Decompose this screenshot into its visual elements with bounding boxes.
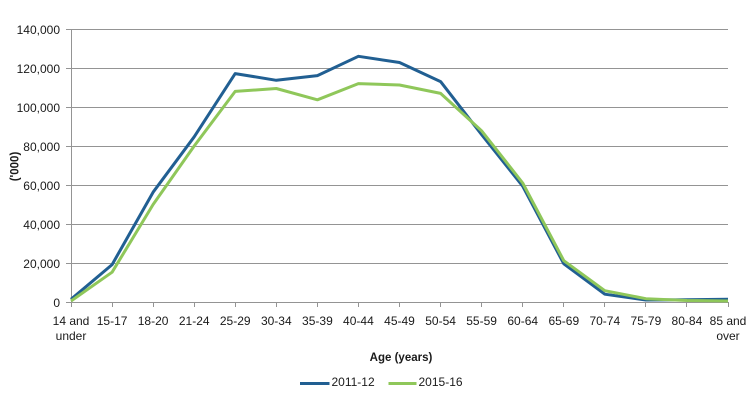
svg-text:100,000: 100,000 xyxy=(17,101,61,115)
svg-text:Age (years): Age (years) xyxy=(370,352,433,364)
svg-text:80-84: 80-84 xyxy=(672,314,703,328)
svg-text:40,000: 40,000 xyxy=(23,218,60,232)
svg-text:45-49: 45-49 xyxy=(384,314,415,328)
svg-text:50-54: 50-54 xyxy=(425,314,456,328)
svg-text:120,000: 120,000 xyxy=(17,62,61,76)
svg-text:('000): ('000) xyxy=(10,152,22,182)
svg-text:75-79: 75-79 xyxy=(631,314,662,328)
svg-text:65-69: 65-69 xyxy=(548,314,579,328)
svg-text:80,000: 80,000 xyxy=(23,140,60,154)
svg-text:55-59: 55-59 xyxy=(466,314,497,328)
svg-text:25-29: 25-29 xyxy=(220,314,251,328)
svg-text:2015-16: 2015-16 xyxy=(419,375,463,389)
svg-text:0: 0 xyxy=(53,296,60,310)
svg-text:60,000: 60,000 xyxy=(23,179,60,193)
svg-text:18-20: 18-20 xyxy=(138,314,169,328)
svg-text:30-34: 30-34 xyxy=(261,314,292,328)
svg-text:20,000: 20,000 xyxy=(23,257,60,271)
svg-text:70-74: 70-74 xyxy=(589,314,620,328)
svg-text:21-24: 21-24 xyxy=(179,314,210,328)
svg-text:15-17: 15-17 xyxy=(97,314,128,328)
svg-text:140,000: 140,000 xyxy=(17,23,61,37)
svg-text:40-44: 40-44 xyxy=(343,314,374,328)
svg-text:60-64: 60-64 xyxy=(507,314,538,328)
svg-text:2011-12: 2011-12 xyxy=(332,375,375,389)
svg-text:35-39: 35-39 xyxy=(302,314,333,328)
